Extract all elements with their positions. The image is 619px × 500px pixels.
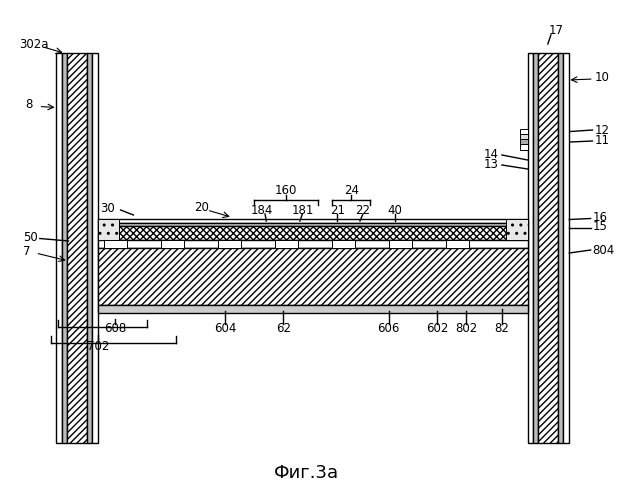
Text: 802: 802 <box>456 322 477 336</box>
Bar <box>56 52 62 442</box>
Bar <box>521 138 527 143</box>
Bar <box>98 240 527 248</box>
Bar <box>538 52 558 442</box>
Bar <box>563 52 569 442</box>
Text: 21: 21 <box>330 204 345 218</box>
Bar <box>275 240 298 248</box>
Text: 608: 608 <box>104 322 126 336</box>
Bar <box>218 240 241 248</box>
Text: 16: 16 <box>592 211 607 224</box>
Text: 40: 40 <box>387 204 402 218</box>
Text: 8: 8 <box>26 98 33 112</box>
Text: 702: 702 <box>87 340 109 353</box>
Bar <box>104 240 128 248</box>
Text: 606: 606 <box>378 322 400 336</box>
Bar <box>98 218 527 222</box>
Text: 24: 24 <box>344 184 359 196</box>
Bar <box>98 222 527 226</box>
Bar <box>332 240 355 248</box>
Bar <box>67 52 87 442</box>
Bar <box>98 305 527 312</box>
Bar <box>98 226 527 240</box>
Bar <box>521 128 527 134</box>
Text: 30: 30 <box>100 202 115 215</box>
Text: 82: 82 <box>495 322 509 336</box>
Text: 10: 10 <box>595 71 610 84</box>
Bar <box>521 134 527 138</box>
Text: 181: 181 <box>291 204 314 218</box>
Polygon shape <box>98 218 119 240</box>
Text: 160: 160 <box>275 184 297 196</box>
Bar <box>98 248 527 305</box>
Bar <box>92 52 98 442</box>
Text: 17: 17 <box>548 24 563 38</box>
Text: 13: 13 <box>483 158 498 170</box>
Bar <box>62 52 67 442</box>
Text: 62: 62 <box>276 322 291 336</box>
Text: 22: 22 <box>355 204 371 218</box>
Bar <box>533 52 538 442</box>
Bar <box>521 144 527 150</box>
Bar <box>527 52 533 442</box>
Text: 804: 804 <box>592 244 615 256</box>
Bar <box>389 240 412 248</box>
Text: 12: 12 <box>595 124 610 136</box>
Text: 14: 14 <box>483 148 498 160</box>
Text: 602: 602 <box>426 322 448 336</box>
Polygon shape <box>506 218 527 240</box>
Text: Фиг.3a: Фиг.3a <box>274 464 339 481</box>
Bar <box>558 52 563 442</box>
Bar <box>87 52 92 442</box>
Bar <box>161 240 184 248</box>
Text: 11: 11 <box>595 134 610 147</box>
Text: 7: 7 <box>24 245 31 258</box>
Text: 15: 15 <box>592 220 607 233</box>
Text: 184: 184 <box>251 204 273 218</box>
Text: 50: 50 <box>24 231 38 244</box>
Text: 20: 20 <box>194 201 209 214</box>
Text: 302a: 302a <box>20 38 49 52</box>
Bar <box>446 240 469 248</box>
Text: 604: 604 <box>214 322 236 336</box>
